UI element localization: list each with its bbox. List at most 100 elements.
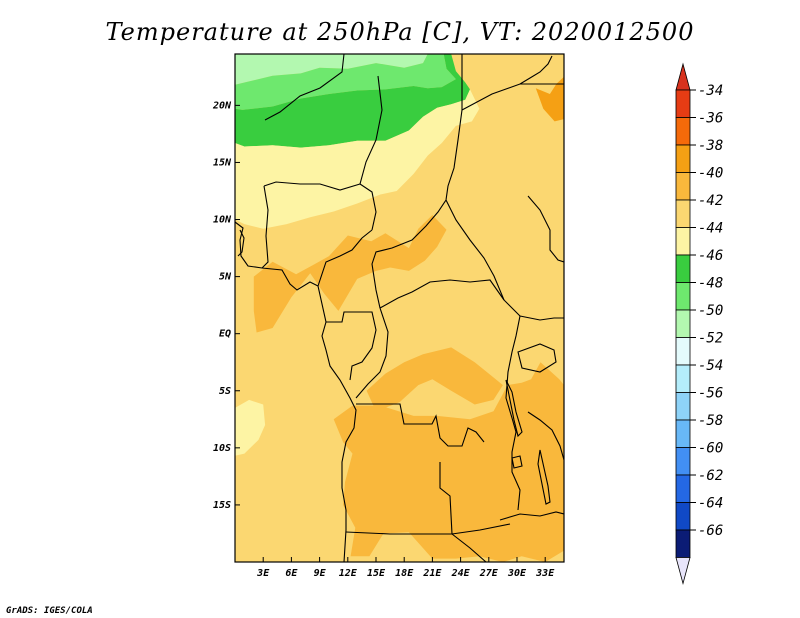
temperature-region-5 xyxy=(253,215,447,333)
lake-volta xyxy=(237,229,245,257)
border-tanzania xyxy=(527,411,564,461)
colorbar-tick-label: -66 xyxy=(698,523,723,539)
y-axis-ticks: 20N 15N 10N 5N EQ 5S 10S 15S xyxy=(212,100,240,511)
coastline-west-africa xyxy=(235,221,357,562)
colorbar-tick-label: -44 xyxy=(698,221,723,237)
colorbar-swatch xyxy=(675,172,691,201)
lake-malawi xyxy=(537,449,551,505)
temperature-region-7 xyxy=(333,362,564,562)
colorbar-swatch xyxy=(675,227,691,256)
y-tick-label: 15N xyxy=(213,157,232,168)
colorbar-tick-label: -64 xyxy=(698,496,723,512)
x-tick-label: 27E xyxy=(479,568,499,579)
y-tick-label: EQ xyxy=(219,329,231,340)
temperature-region-4 xyxy=(235,399,266,456)
colorbar-bottom-arrow xyxy=(675,557,691,586)
border-niger-chad xyxy=(359,75,383,231)
border-car-drc xyxy=(379,279,505,309)
colorbar-swatch xyxy=(675,474,691,503)
x-tick-label: 21E xyxy=(422,568,442,579)
colorbar-swatch xyxy=(675,529,691,558)
colorbar-tick-label: -36 xyxy=(698,111,723,127)
x-tick-label: 15E xyxy=(367,568,386,579)
colorbar-tick-label: -54 xyxy=(698,358,723,374)
border-uganda-kenya xyxy=(519,315,564,321)
border-niger-south xyxy=(263,181,361,191)
colorbar-swatch xyxy=(675,364,691,393)
colorbar-tick-label: -60 xyxy=(698,441,723,457)
x-tick-label: 12E xyxy=(339,568,358,579)
border-ethiopia xyxy=(527,195,564,263)
colorbar-tick-label: -46 xyxy=(698,248,723,264)
colorbar-tick-label: -58 xyxy=(698,413,723,429)
x-axis-ticks: 3E 6E 9E 12E 15E 18E 21E 24E 27E 30E 33E xyxy=(256,557,555,579)
border-nigeria xyxy=(261,185,269,269)
border-drc-angola xyxy=(356,403,485,447)
colorbar-tick-label: -40 xyxy=(698,166,723,182)
border-congo-drc xyxy=(355,307,389,399)
y-tick-label: 15S xyxy=(213,500,231,511)
colorbar-tick-label: -42 xyxy=(698,193,723,209)
colorbar-swatch xyxy=(675,337,691,366)
temperature-region-8 xyxy=(535,76,564,122)
lake-mweru xyxy=(511,455,523,469)
colorbar-swatch xyxy=(675,419,691,448)
border-angola-zambia xyxy=(439,462,453,535)
grads-credit-label: GrADS: IGES/COLA xyxy=(6,606,93,616)
map-frame xyxy=(234,53,565,563)
border-coast-south xyxy=(499,511,564,521)
x-tick-label: 33E xyxy=(535,568,555,579)
colorbar-swatch xyxy=(675,254,691,283)
colorbar-swatch xyxy=(675,282,691,311)
temperature-fill-regions xyxy=(235,54,564,562)
border-mali-niger xyxy=(264,54,345,121)
colorbar-swatch xyxy=(675,89,691,118)
temperature-region-2 xyxy=(235,54,470,148)
colorbar-tick-label: -48 xyxy=(698,276,723,292)
y-tick-label: 20N xyxy=(212,100,232,111)
temperature-region-0 xyxy=(235,54,428,85)
lake-victoria xyxy=(517,343,557,373)
y-tick-label: 5N xyxy=(219,272,232,283)
temperature-region-3 xyxy=(235,89,480,229)
border-red-sea-coast xyxy=(519,55,553,85)
border-chad-east xyxy=(371,54,463,309)
colorbar-tick-label: -38 xyxy=(698,138,723,154)
lake-tanganyika xyxy=(505,379,523,438)
colorbar-top-arrow xyxy=(675,62,691,91)
colorbar-swatch xyxy=(675,199,691,228)
colorbar-legend: -34 -36 -38 -40 -42 -44 -46 -48 -50 -52 -54 -56 -58 -… xyxy=(675,62,723,586)
colorbar-swatch xyxy=(675,144,691,173)
x-tick-label: 30E xyxy=(507,568,527,579)
colorbar-tick-label: -62 xyxy=(698,468,723,484)
border-nigeria-cameroon xyxy=(317,229,373,287)
temperature-region-6 xyxy=(366,347,503,412)
border-east-lakes xyxy=(505,315,521,511)
y-tick-label: 10N xyxy=(213,215,232,226)
country-borders xyxy=(235,54,564,562)
border-zambia-south xyxy=(451,533,487,562)
chart-title: Temperature at 250hPa [C], VT: 202001250… xyxy=(106,18,695,46)
colorbar-swatch xyxy=(675,309,691,338)
border-congo-gabon xyxy=(326,311,377,381)
x-tick-label: 6E xyxy=(285,568,298,579)
temperature-region-1 xyxy=(235,54,456,110)
border-angola-namibia xyxy=(345,523,511,535)
y-tick-label: 5S xyxy=(219,386,231,397)
colorbar-tick-label: -56 xyxy=(698,386,723,402)
colorbar-swatch xyxy=(675,392,691,421)
x-tick-label: 3E xyxy=(256,568,270,579)
colorbar-tick-label: -34 xyxy=(698,83,723,99)
colorbar-swatch xyxy=(675,502,691,531)
map-area: 3E 6E 9E 12E 15E 18E 21E 24E 27E 30E 33E 20N 15N 10N… xyxy=(212,53,565,579)
y-tick-label: 10S xyxy=(213,443,231,454)
colorbar-swatch xyxy=(675,117,691,146)
x-tick-label: 24E xyxy=(451,568,471,579)
colorbar-tick-label: -52 xyxy=(698,331,723,347)
colorbar-swatch xyxy=(675,447,691,476)
colorbar-tick-label: -50 xyxy=(698,303,723,319)
border-sudan xyxy=(461,83,564,111)
x-tick-label: 9E xyxy=(314,568,327,579)
x-tick-label: 18E xyxy=(395,568,414,579)
